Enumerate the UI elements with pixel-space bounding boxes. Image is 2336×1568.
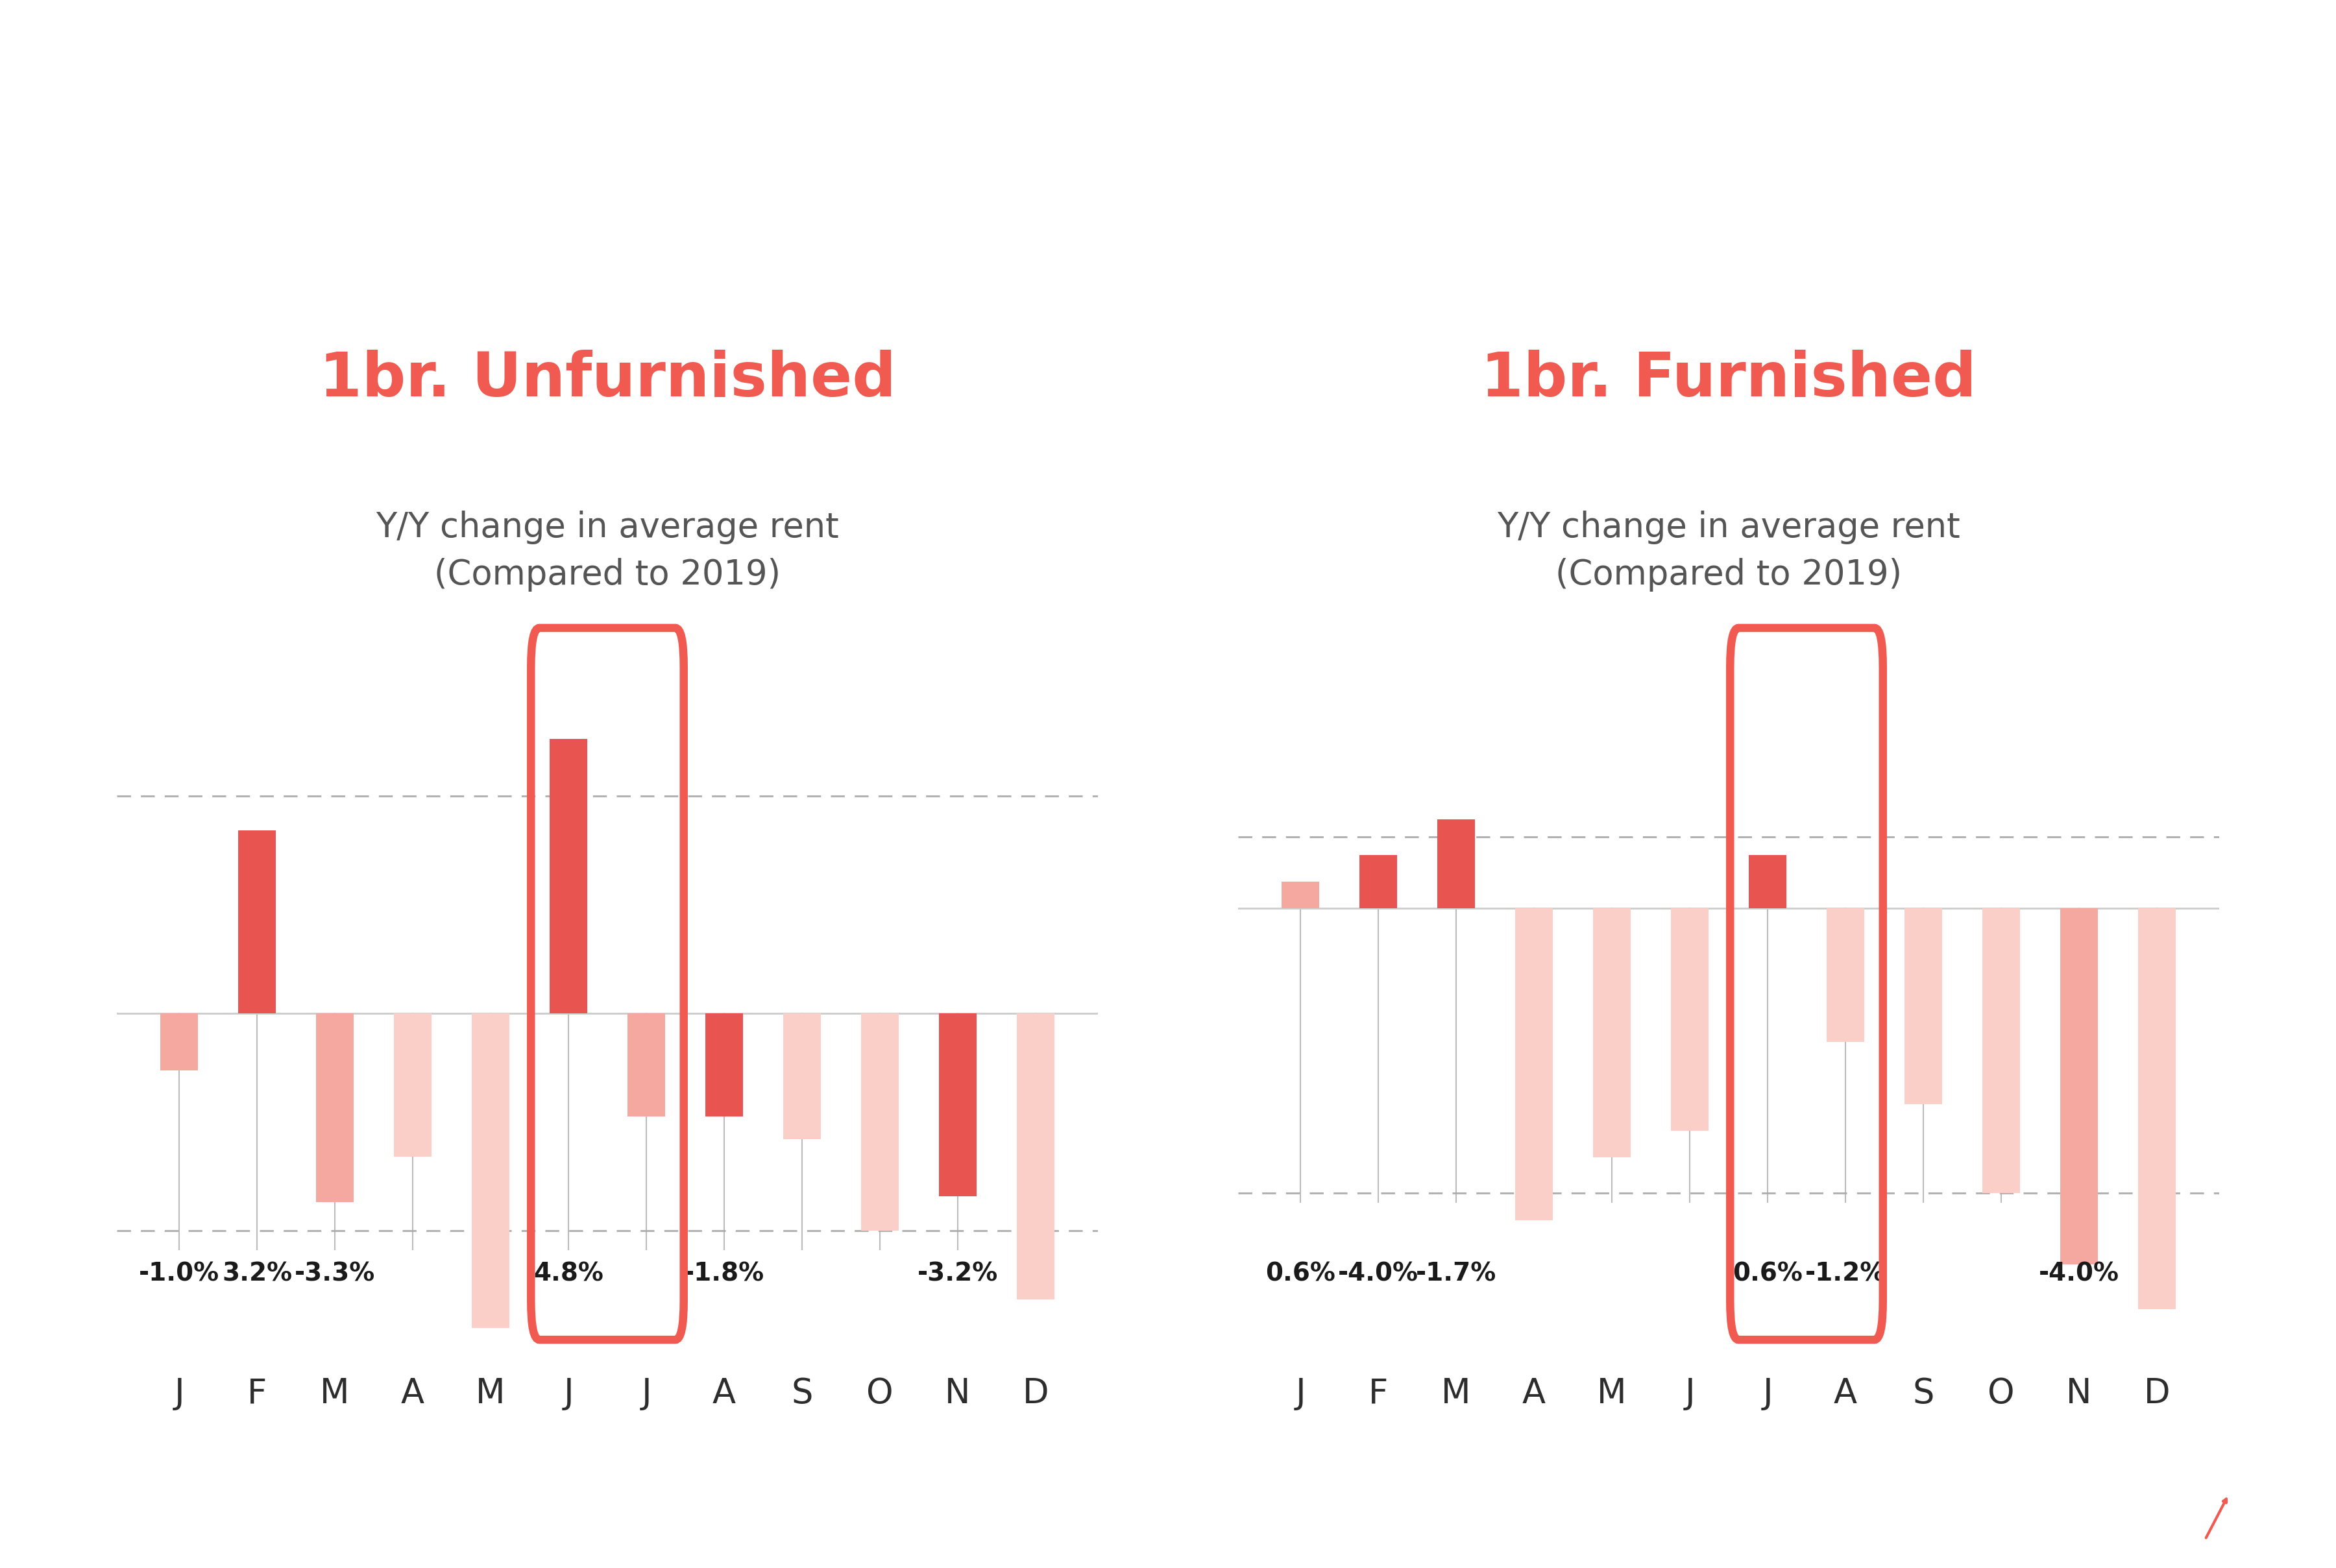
Bar [1750, 855, 1787, 908]
Bar [395, 1013, 432, 1157]
Text: M: M [477, 1377, 505, 1411]
Text: -1.8%: -1.8% [684, 1262, 764, 1286]
Bar [1593, 908, 1631, 1157]
Bar [161, 1013, 199, 1071]
Text: Y/Y change in average rent
(Compared to 2019): Y/Y change in average rent (Compared to … [376, 511, 839, 591]
Text: 0.6%: 0.6% [1733, 1262, 1803, 1286]
Bar [238, 829, 276, 1013]
Text: Unfurnished rentals saw slight
rebound during summer months: Unfurnished rentals saw slight rebound d… [224, 71, 1070, 180]
Bar [315, 1013, 353, 1203]
Text: M: M [1441, 1377, 1472, 1411]
Bar [939, 1013, 976, 1196]
Text: M: M [320, 1377, 350, 1411]
Bar [2137, 908, 2175, 1309]
Bar [472, 1013, 509, 1328]
Text: 4.8%: 4.8% [533, 1262, 603, 1286]
Text: liv.rent, Craigslist, Rentals.ca, and Zumper: liv.rent, Craigslist, Rentals.ca, and Zu… [229, 1504, 813, 1530]
Text: liv: liv [2238, 1504, 2271, 1530]
Text: -1.7%: -1.7% [1416, 1262, 1497, 1286]
Text: A: A [1523, 1377, 1546, 1411]
Text: J: J [563, 1377, 575, 1411]
Text: J: J [1684, 1377, 1696, 1411]
Bar [1437, 820, 1474, 908]
Bar [1016, 1013, 1054, 1300]
Text: O: O [1988, 1377, 2014, 1411]
Text: 1br. Furnished: 1br. Furnished [1481, 350, 1976, 409]
Bar [783, 1013, 820, 1140]
Text: F: F [248, 1377, 266, 1411]
Text: SOURCE:: SOURCE: [51, 1504, 187, 1530]
Text: J: J [1294, 1377, 1306, 1411]
Text: -1.0%: -1.0% [138, 1262, 220, 1286]
Bar [862, 1013, 899, 1231]
Bar [1360, 855, 1397, 908]
Text: J: J [173, 1377, 185, 1411]
Bar [1516, 908, 1553, 1220]
Bar [628, 1013, 666, 1116]
Text: S: S [792, 1377, 813, 1411]
Text: M: M [1598, 1377, 1626, 1411]
Text: 1br. Unfurnished: 1br. Unfurnished [320, 350, 895, 409]
Bar [1983, 908, 2021, 1193]
Bar [705, 1013, 743, 1116]
Text: F: F [1369, 1377, 1388, 1411]
Text: 3.2%: 3.2% [222, 1262, 292, 1286]
Bar [549, 739, 586, 1013]
Text: D: D [2144, 1377, 2170, 1411]
Text: A: A [402, 1377, 425, 1411]
Text: A: A [1834, 1377, 1857, 1411]
Text: S: S [1913, 1377, 1934, 1411]
Bar [2060, 908, 2098, 1264]
Bar [1827, 908, 1864, 1043]
Text: O: O [867, 1377, 892, 1411]
Text: J: J [1761, 1377, 1773, 1411]
Text: 0.6%: 0.6% [1266, 1262, 1336, 1286]
Text: A: A [712, 1377, 736, 1411]
Text: D: D [1023, 1377, 1049, 1411]
Text: -4.0%: -4.0% [1339, 1262, 1418, 1286]
Text: Y/Y change in average rent
(Compared to 2019): Y/Y change in average rent (Compared to … [1497, 511, 1960, 591]
Text: -1.2%: -1.2% [1806, 1262, 1885, 1286]
Text: -3.3%: -3.3% [294, 1262, 376, 1286]
Bar [1904, 908, 1941, 1104]
Text: -3.2%: -3.2% [918, 1262, 997, 1286]
Text: J: J [640, 1377, 652, 1411]
Text: -4.0%: -4.0% [2039, 1262, 2119, 1286]
Bar [1670, 908, 1708, 1131]
Bar [1282, 881, 1320, 908]
Text: 4.: 4. [112, 94, 182, 157]
Text: N: N [2067, 1377, 2091, 1411]
Text: N: N [946, 1377, 969, 1411]
